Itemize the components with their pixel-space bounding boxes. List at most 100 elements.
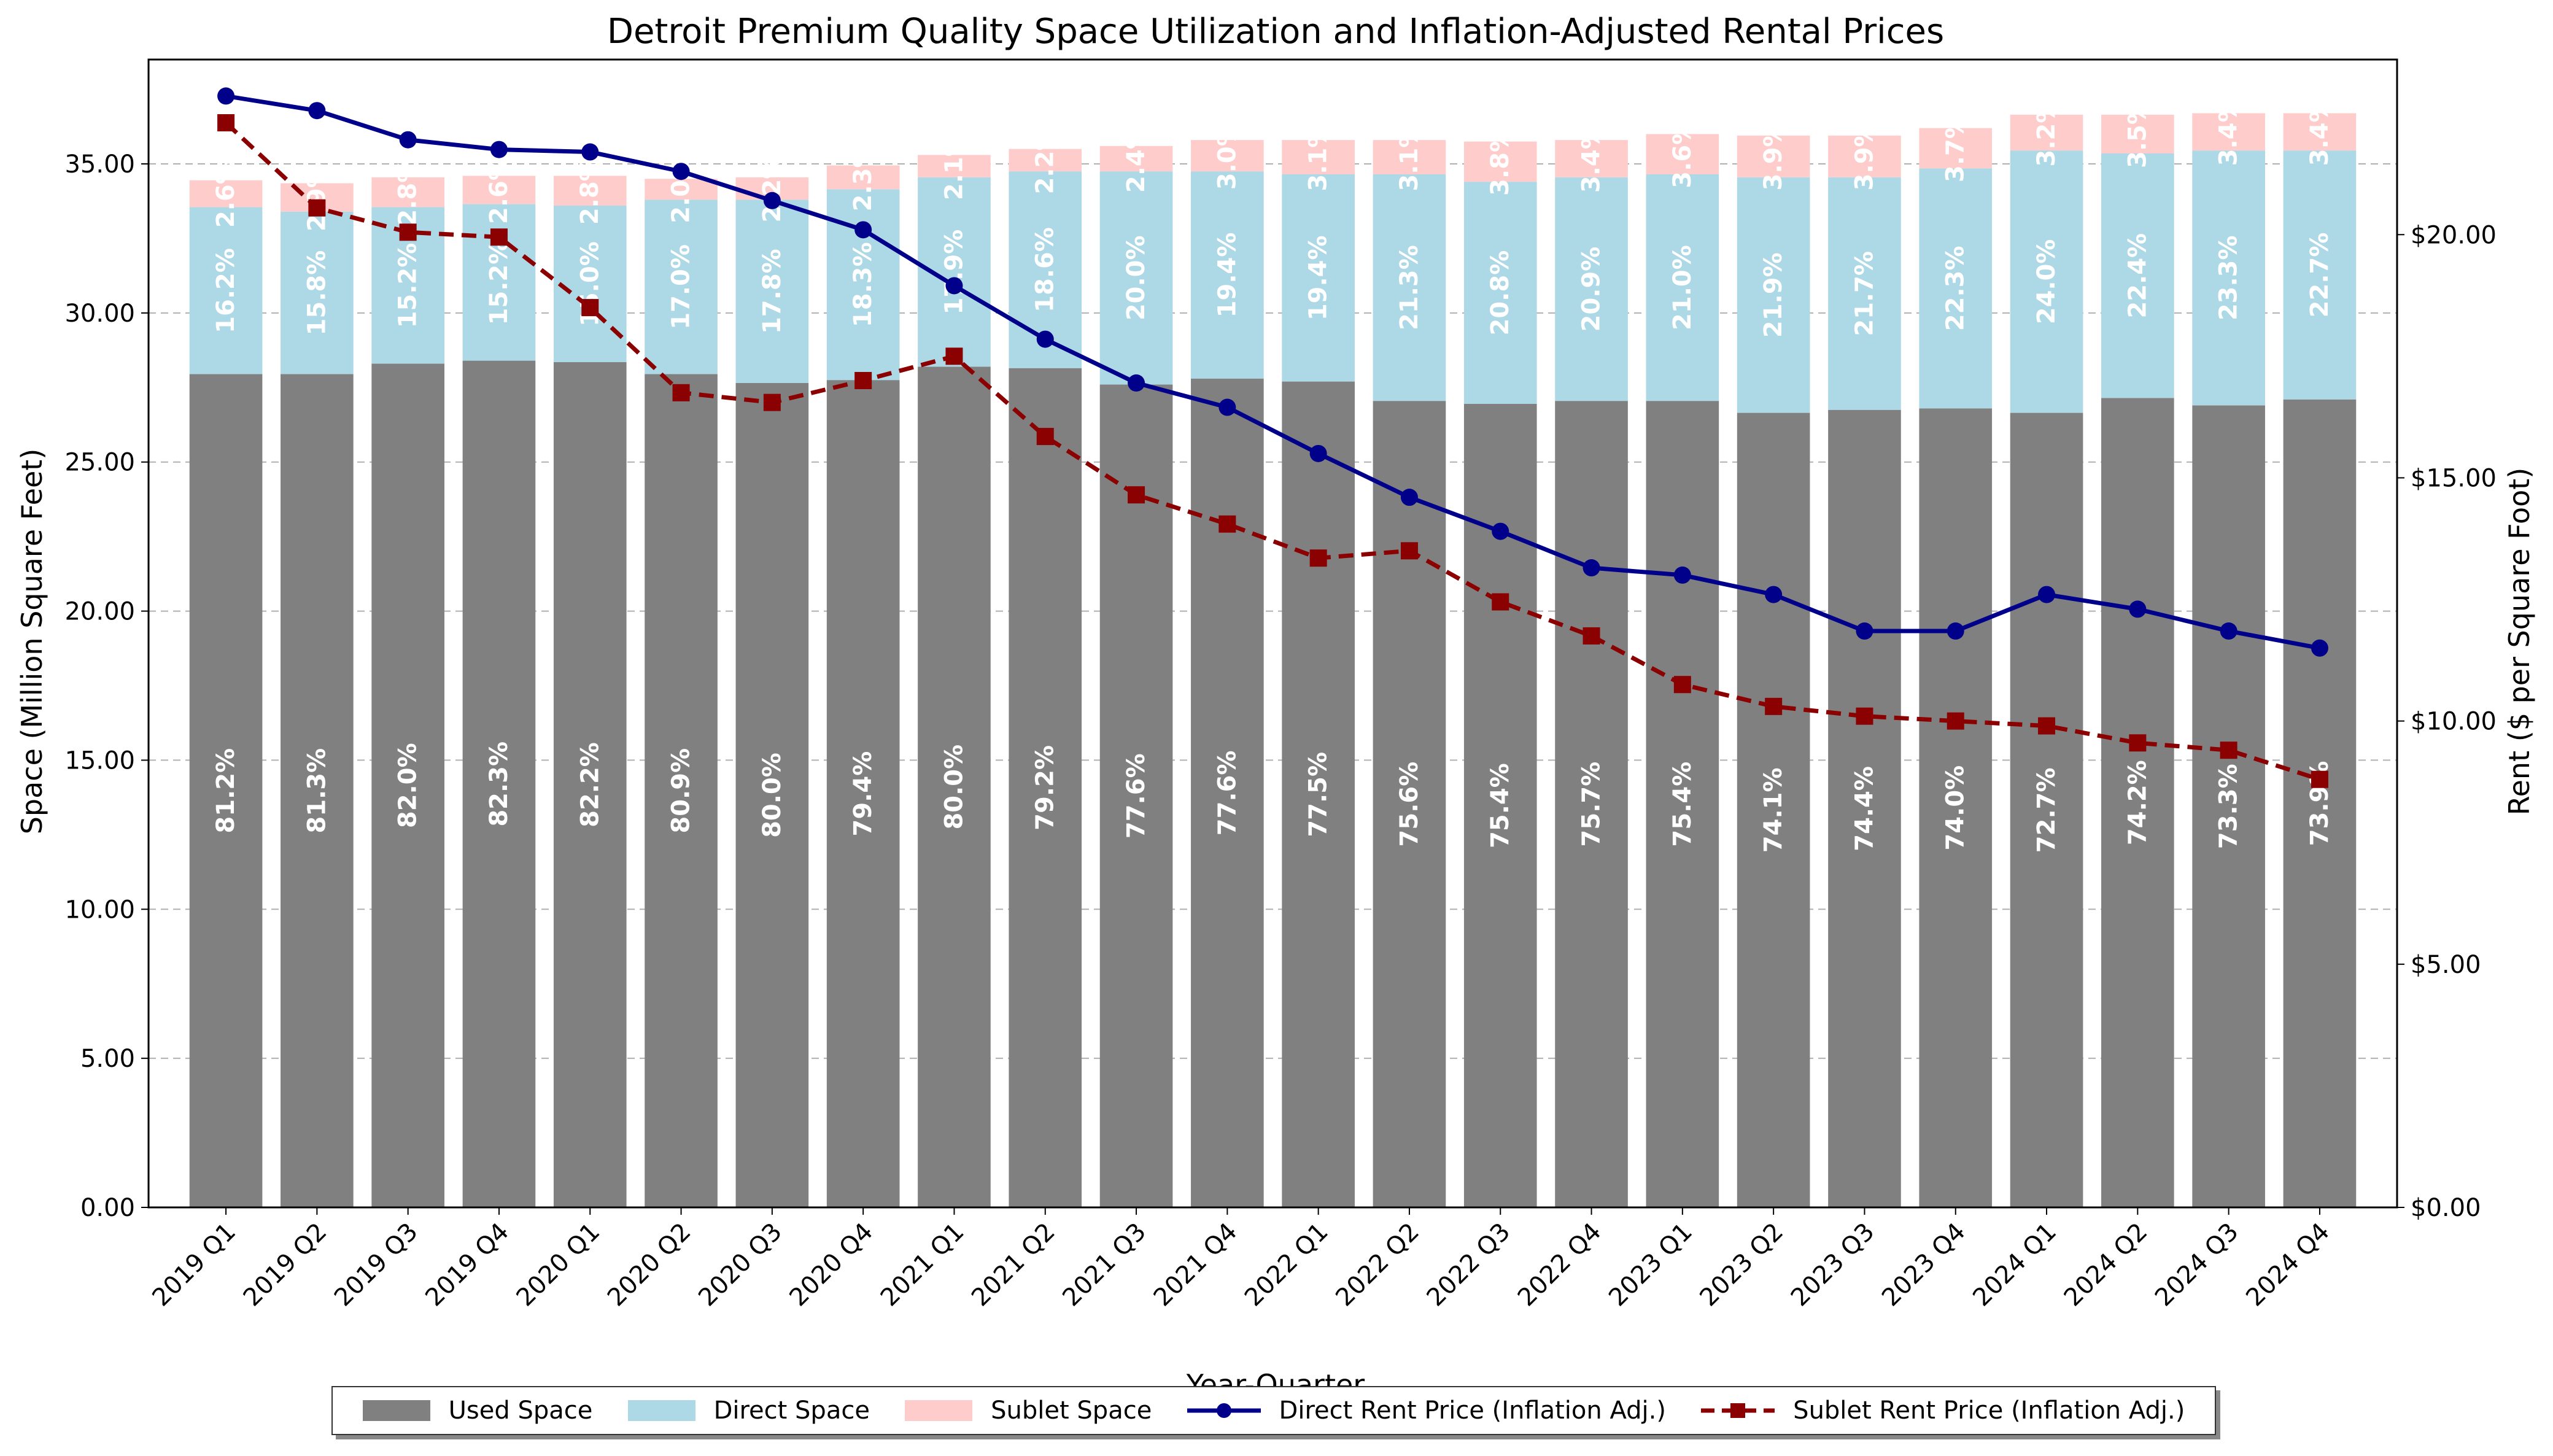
bar-label: 80.0% bbox=[940, 745, 968, 830]
bar-used-space bbox=[1373, 401, 1446, 1208]
bar-label: 82.2% bbox=[576, 742, 604, 827]
x-tick-label: 2023 Q1 bbox=[1603, 1218, 1698, 1312]
y-tick-label: 30.00 bbox=[64, 300, 135, 328]
sublet-rent-point bbox=[2311, 770, 2328, 788]
legend-item-direct-rent: Direct Rent Price (Inflation Adj.) bbox=[1187, 1396, 1666, 1425]
bar-label: 15.8% bbox=[303, 250, 331, 336]
bar-label: 72.7% bbox=[2032, 767, 2061, 853]
bar-label: 21.3% bbox=[1395, 245, 1424, 330]
bar-label: 74.2% bbox=[2123, 760, 2152, 845]
bar-sublet-space bbox=[1463, 141, 1537, 182]
bar-label: 73.3% bbox=[2215, 764, 2243, 849]
legend: Used Space Direct Space Sublet Space Dir… bbox=[331, 1386, 2216, 1435]
bar-label: 2.9% bbox=[303, 163, 331, 231]
bar-label: 81.3% bbox=[303, 748, 331, 834]
bar-sublet-space bbox=[553, 176, 627, 206]
bar-direct-space bbox=[1737, 177, 1810, 413]
bar-label: 2.3% bbox=[849, 143, 877, 211]
bar-used-space bbox=[918, 366, 991, 1208]
sublet-rent-point bbox=[672, 384, 690, 401]
y2-tick-label: $5.00 bbox=[2411, 951, 2481, 979]
bar-label: 3.8% bbox=[1486, 128, 1514, 196]
x-tick-label: 2020 Q2 bbox=[602, 1218, 697, 1312]
bar-direct-space bbox=[1099, 171, 1173, 385]
sublet-rent-point bbox=[763, 393, 781, 411]
x-tick-label: 2022 Q3 bbox=[1422, 1218, 1516, 1312]
bar-sublet-space bbox=[2192, 113, 2265, 151]
bar-label: 74.1% bbox=[1759, 767, 1788, 853]
bar-sublet-space bbox=[371, 177, 444, 207]
sublet-rent-point bbox=[581, 299, 599, 317]
sublet-rent-point bbox=[1765, 697, 1783, 715]
x-tick-label: 2020 Q4 bbox=[784, 1218, 878, 1312]
bar-label: 2.6% bbox=[212, 160, 240, 228]
y2-tick-label: $0.00 bbox=[2411, 1194, 2481, 1222]
bar-label: 82.3% bbox=[485, 742, 513, 827]
bar-direct-space bbox=[281, 211, 354, 374]
direct-rent-point bbox=[1218, 398, 1236, 416]
sublet-rent-point bbox=[308, 199, 326, 217]
bar-used-space bbox=[2283, 399, 2357, 1207]
x-tick-label: 2020 Q1 bbox=[511, 1218, 606, 1312]
bar-label: 75.7% bbox=[1578, 762, 1606, 847]
x-tick-label: 2024 Q2 bbox=[2059, 1218, 2153, 1312]
sublet-rent-point bbox=[1583, 627, 1600, 645]
used-space-swatch bbox=[362, 1400, 430, 1421]
legend-item-used-space: Used Space bbox=[362, 1396, 592, 1425]
direct-rent-point bbox=[763, 192, 781, 209]
bar-used-space bbox=[2010, 412, 2083, 1207]
sublet-rent-point bbox=[217, 114, 235, 132]
bar-used-space bbox=[1282, 381, 1355, 1207]
x-tick-label: 2019 Q2 bbox=[238, 1218, 333, 1312]
bar-direct-space bbox=[1646, 174, 1719, 401]
bar-label: 74.4% bbox=[1850, 766, 1878, 851]
bar-label: 3.9% bbox=[1759, 122, 1788, 190]
bar-label: 3.5% bbox=[2123, 100, 2152, 168]
bar-used-space bbox=[1919, 408, 1993, 1208]
bar-direct-space bbox=[189, 207, 263, 374]
direct-rent-swatch bbox=[1187, 1403, 1261, 1418]
bar-sublet-space bbox=[1646, 134, 1719, 174]
bar-label: 3.4% bbox=[2306, 98, 2334, 166]
x-tick-label: 2023 Q3 bbox=[1786, 1218, 1880, 1312]
direct-rent-point bbox=[1128, 374, 1145, 392]
bar-label: 19.4% bbox=[1304, 235, 1333, 320]
x-tick-label: 2019 Q4 bbox=[420, 1218, 514, 1312]
y-axis-label: Space (Million Square Feet) bbox=[15, 449, 48, 835]
bar-sublet-space bbox=[1737, 135, 1810, 177]
bar-label: 77.6% bbox=[1122, 753, 1150, 838]
x-tick-label: 2023 Q4 bbox=[1877, 1218, 1971, 1312]
legend-item-direct-space: Direct Space bbox=[627, 1396, 870, 1425]
bar-label: 2.4% bbox=[1122, 125, 1150, 193]
bar-used-space bbox=[1646, 401, 1719, 1208]
bar-label: 75.4% bbox=[1668, 762, 1697, 847]
bar-used-space bbox=[735, 383, 809, 1207]
bar-direct-space bbox=[2192, 150, 2265, 406]
bar-used-space bbox=[1828, 409, 1901, 1207]
direct-rent-point bbox=[217, 87, 235, 105]
sublet-rent-point bbox=[1036, 428, 1054, 446]
bar-label: 3.2% bbox=[2032, 99, 2061, 167]
bar-sublet-space bbox=[189, 180, 263, 207]
bar-label: 75.6% bbox=[1395, 762, 1424, 847]
bar-label: 81.2% bbox=[212, 748, 240, 834]
x-tick-label: 2021 Q1 bbox=[875, 1218, 970, 1312]
bar-label: 20.9% bbox=[1578, 247, 1606, 332]
x-tick-label: 2024 Q1 bbox=[1967, 1218, 2062, 1312]
bar-label: 19.4% bbox=[1213, 233, 1241, 318]
bar-sublet-space bbox=[1555, 140, 1628, 177]
bar-label: 3.4% bbox=[1578, 125, 1606, 193]
x-tick-label: 2024 Q4 bbox=[2241, 1218, 2335, 1312]
bar-sublet-space bbox=[2101, 114, 2174, 153]
bar-direct-space bbox=[553, 206, 627, 362]
bar-label: 22.4% bbox=[2123, 233, 2152, 319]
bar-label: 2.8% bbox=[394, 158, 422, 227]
bar-used-space bbox=[462, 360, 536, 1207]
sublet-rent-point bbox=[1218, 515, 1236, 533]
bar-label: 2.8% bbox=[576, 157, 604, 225]
x-tick-label: 2022 Q4 bbox=[1513, 1218, 1607, 1312]
bar-label: 82.0% bbox=[394, 743, 422, 828]
x-tick-label: 2021 Q3 bbox=[1057, 1218, 1152, 1312]
sublet-rent-point bbox=[2129, 734, 2147, 752]
bar-label: 18.6% bbox=[1031, 227, 1060, 312]
